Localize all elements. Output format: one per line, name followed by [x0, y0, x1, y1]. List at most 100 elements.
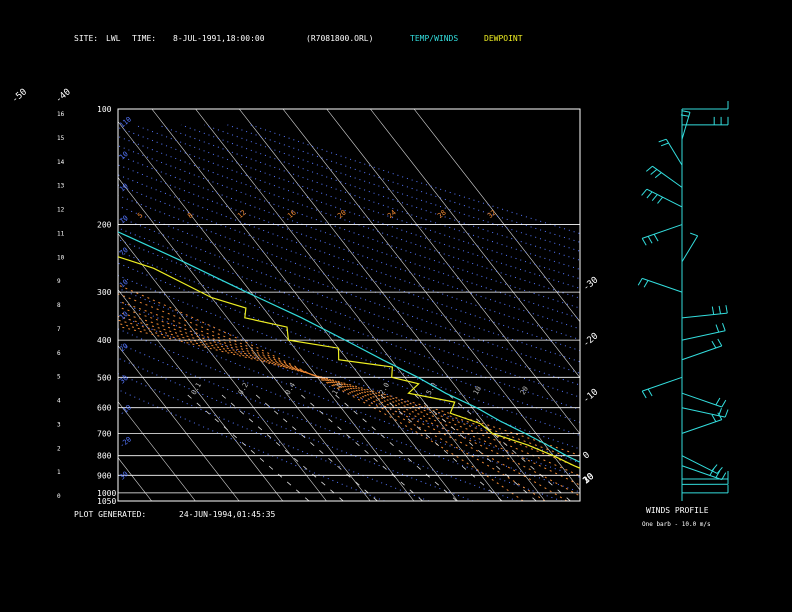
- dry-adiabat-line: [118, 274, 580, 450]
- isotherm-line: [0, 109, 108, 501]
- wind-barb: [642, 277, 683, 293]
- moist-adiabat-label: 20: [336, 209, 348, 221]
- wind-barb-flag: [646, 191, 653, 199]
- wind-barb-flag: [711, 340, 717, 349]
- dry-adiabat-label: 10: [118, 150, 130, 162]
- dry-adiabat-label: 20: [118, 342, 130, 354]
- dry-adiabat-line: [118, 300, 580, 478]
- dry-adiabat-label: -10: [118, 403, 133, 417]
- height-tick-label: 15: [57, 135, 65, 142]
- legend-temp-winds: TEMP/WINDS: [410, 34, 459, 43]
- dry-adiabat-lines: [118, 124, 580, 501]
- moist-adiabat-label: 28: [436, 209, 448, 221]
- wind-barb: [646, 188, 683, 208]
- dry-adiabat-label: 110: [118, 115, 133, 129]
- mixing-ratio-line: [185, 392, 310, 501]
- wind-barb-flag: [721, 399, 727, 408]
- height-tick-label: 12: [57, 207, 65, 214]
- isotherm-line: [0, 109, 64, 501]
- wind-barb-flag: [641, 390, 647, 399]
- mixing-ratio-line: [412, 392, 537, 501]
- dry-adiabat-line: [180, 124, 580, 261]
- wind-barb-flag: [653, 233, 659, 242]
- pressure-tick-label: 700: [97, 429, 112, 438]
- temperature-tick-label: -40: [54, 87, 73, 105]
- height-tick-label: 6: [57, 350, 61, 357]
- wind-barb: [681, 235, 699, 263]
- isotherm-line: [118, 401, 196, 501]
- wind-barb-flag: [682, 110, 691, 113]
- mixing-ratio-lines: [185, 392, 571, 501]
- pressure-tick-label: 500: [97, 373, 112, 382]
- dry-adiabat-line: [118, 342, 518, 501]
- dry-adiabat-line: [118, 126, 580, 289]
- dry-adiabat-line: [118, 135, 580, 299]
- pressure-tick-label: 400: [97, 336, 112, 345]
- isotherm-line: [370, 109, 580, 379]
- wind-barb-flag: [650, 169, 658, 175]
- winds-barb-note: One barb - 10.0 m/s: [642, 521, 711, 528]
- wind-barb: [642, 224, 683, 239]
- dry-adiabat-label: 10: [118, 278, 130, 290]
- isotherm-line: [282, 109, 580, 491]
- moist-adiabat-line: [118, 293, 546, 501]
- height-tick-label: 16: [57, 111, 65, 118]
- wind-barb-flag: [658, 138, 667, 143]
- wind-barb-flag: [641, 188, 648, 196]
- height-tick-label: 13: [57, 183, 65, 190]
- pressure-tick-label: 1050: [97, 497, 116, 506]
- winds-profile-title: WINDS PROFILE: [646, 506, 709, 515]
- dry-adiabat-line: [118, 250, 580, 423]
- dry-adiabat-line: [118, 205, 580, 374]
- isotherm-line: [326, 109, 580, 435]
- plot-generated-label: PLOT GENERATED:: [74, 510, 147, 519]
- temperature-tick-label: -50: [10, 87, 29, 105]
- wind-barb-flag: [715, 324, 720, 333]
- mixing-ratio-label: 0.1: [190, 381, 203, 396]
- wind-barb-flag: [711, 306, 715, 315]
- wind-barb-flag: [660, 142, 669, 147]
- isotherm-line: [239, 109, 546, 501]
- mixing-ratio-line: [378, 392, 503, 501]
- height-tick-label: 8: [57, 302, 61, 309]
- wind-barb-flag: [690, 232, 698, 237]
- dry-adiabat-label: 10: [118, 182, 130, 194]
- dry-adiabat-label: 70: [118, 246, 130, 258]
- site-value: LWL: [106, 34, 121, 43]
- axis-labels: 1002003004005006007008009001000105016151…: [10, 87, 601, 506]
- wind-barb: [681, 312, 728, 319]
- temperature-tick-label: 30: [582, 472, 597, 487]
- pressure-tick-label: 100: [97, 105, 112, 114]
- wind-barb-flag: [717, 338, 723, 347]
- moist-adiabat-label: 8: [186, 211, 194, 220]
- mixing-ratio-label: 5.0: [425, 381, 438, 396]
- height-tick-label: 0: [57, 493, 61, 500]
- wind-barb-flag: [721, 472, 727, 480]
- isotherm-line: [413, 109, 580, 323]
- wind-barb-flag: [647, 236, 653, 244]
- wind-barb: [642, 376, 683, 392]
- dry-adiabat-line: [134, 124, 580, 280]
- mixing-ratio-line: [446, 392, 571, 501]
- dry-adiabat-line: [157, 124, 580, 270]
- dry-adiabat-label: 30: [118, 470, 130, 482]
- isotherm-line: [195, 109, 502, 501]
- mixing-ratio-label: 2.0: [378, 381, 391, 396]
- mixing-ratio-label: 0.4: [284, 381, 297, 396]
- height-tick-label: 14: [57, 159, 65, 166]
- moist-adiabat-label: 32: [486, 209, 498, 221]
- dry-adiabat-line: [118, 164, 580, 330]
- wind-barb-flag: [711, 414, 717, 422]
- pressure-tick-label: 300: [97, 288, 112, 297]
- temperature-tick-label: -10: [582, 387, 601, 405]
- file-id: (R7081800.ORL): [306, 34, 374, 43]
- winds-profile: [637, 101, 729, 501]
- height-tick-label: 3: [57, 421, 61, 428]
- wind-barb-flag: [725, 305, 728, 314]
- dewpoint-profile: [118, 256, 580, 469]
- isotherm-line: [118, 345, 240, 501]
- wind-barb: [681, 330, 726, 341]
- mixing-ratio-line: [253, 392, 378, 501]
- isotherm-lines: [0, 109, 580, 501]
